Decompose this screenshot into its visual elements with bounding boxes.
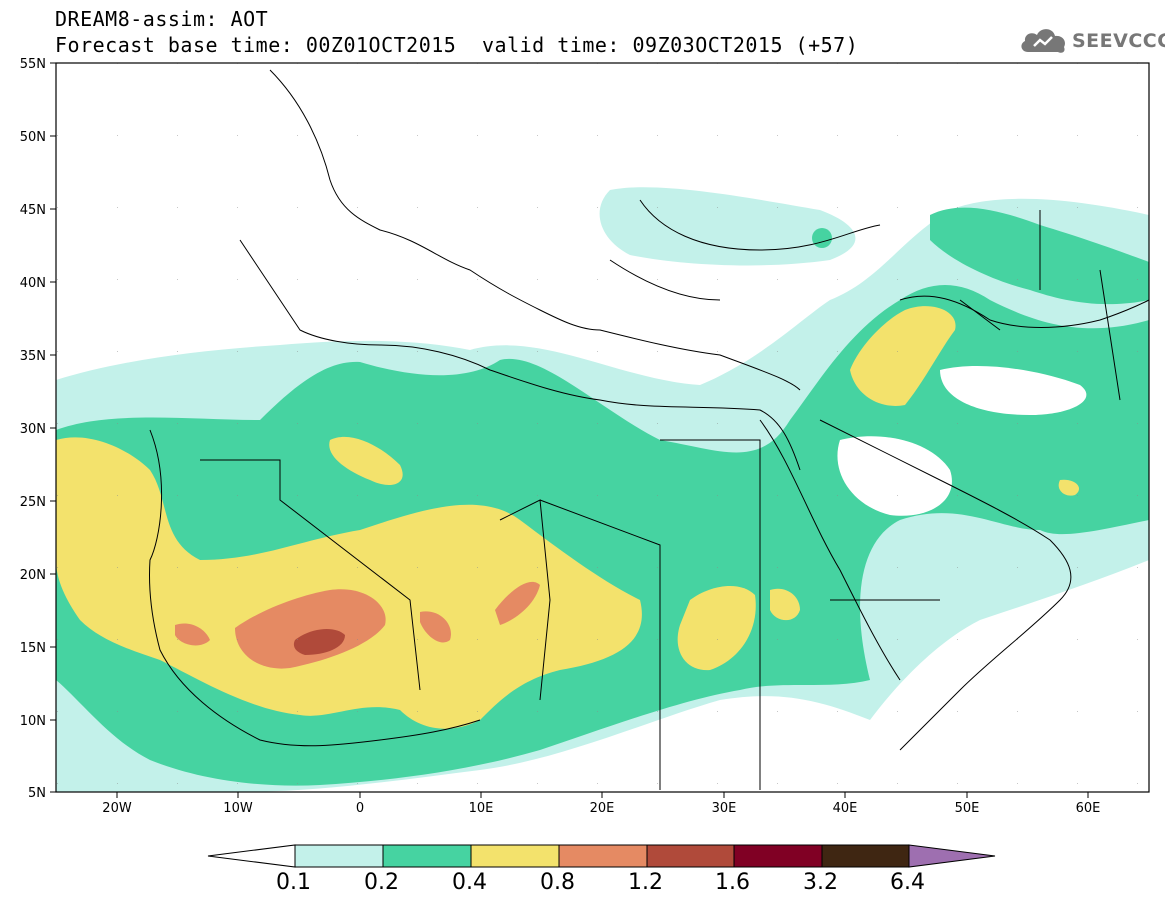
colorbar-label-1.2: 1.2: [628, 870, 663, 895]
lon-label-10w: 10W: [223, 801, 253, 816]
colorbar-label-6.4: 6.4: [890, 870, 925, 895]
lon-label-0: 0: [356, 801, 364, 816]
colorbar-high-end: [908, 844, 996, 868]
colorbar-label-0.4: 0.4: [452, 870, 487, 895]
colorbar-label-3.2: 3.2: [803, 870, 838, 895]
lat-label-50n: 50N: [20, 130, 46, 145]
lat-label-25n: 25N: [20, 495, 46, 510]
lon-label-40e: 40E: [833, 801, 858, 816]
colorbar-swatch-2: [382, 844, 472, 868]
longitude-axis: 20W 10W 0 10E 20E 30E 40E 50E 60E: [102, 792, 1100, 816]
lat-label-10n: 10N: [20, 714, 46, 729]
cloud-icon: [1021, 29, 1065, 53]
coastlines: [149, 69, 1149, 790]
colorbar-label-0.1: 0.1: [276, 870, 311, 895]
lat-label-5n: 5N: [28, 786, 46, 801]
lon-label-20w: 20W: [102, 801, 132, 816]
colorbar-swatch-1: [294, 844, 384, 868]
colorbar-swatch-7: [821, 844, 910, 868]
lon-label-60e: 60E: [1076, 801, 1101, 816]
colorbar-label-0.2: 0.2: [364, 870, 399, 895]
colorbar: [207, 844, 996, 868]
map-title: DREAM8-assim: AOT: [55, 7, 269, 31]
lat-label-20n: 20N: [20, 568, 46, 583]
lat-label-15n: 15N: [20, 641, 46, 656]
lon-label-50e: 50E: [955, 801, 980, 816]
colorbar-swatch-5: [646, 844, 735, 868]
colorbar-label-1.6: 1.6: [715, 870, 750, 895]
lon-label-20e: 20E: [590, 801, 615, 816]
colorbar-swatch-6: [733, 844, 823, 868]
lon-label-10e: 10E: [469, 801, 494, 816]
seevccc-logo: SEEVCCC: [1018, 24, 1165, 58]
lat-label-55n: 55N: [20, 57, 46, 72]
lat-label-30n: 30N: [20, 422, 46, 437]
logo-text: SEEVCCC: [1072, 30, 1165, 52]
aot-field: [56, 63, 1149, 792]
colorbar-swatch-3: [470, 844, 560, 868]
colorbar-label-0.8: 0.8: [540, 870, 575, 895]
colorbar-low-end: [207, 844, 296, 868]
latitude-axis: 55N 50N 45N 40N 35N 30N 25N 20N 15N 10N …: [20, 57, 56, 801]
colorbar-swatch-4: [558, 844, 648, 868]
lat-label-40n: 40N: [20, 276, 46, 291]
valid-time: valid time: 09Z03OCT2015 (+57): [482, 33, 859, 57]
forecast-base-time: Forecast base time: 00Z01OCT2015: [55, 33, 457, 57]
lat-label-45n: 45N: [20, 203, 46, 218]
lat-label-35n: 35N: [20, 349, 46, 364]
lon-label-30e: 30E: [712, 801, 737, 816]
